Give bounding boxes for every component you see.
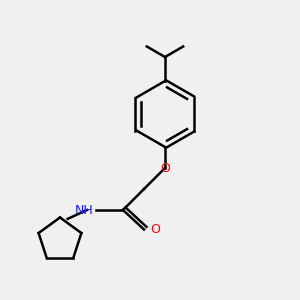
Text: NH: NH	[74, 203, 93, 217]
Text: O: O	[160, 161, 170, 175]
Text: O: O	[150, 223, 160, 236]
